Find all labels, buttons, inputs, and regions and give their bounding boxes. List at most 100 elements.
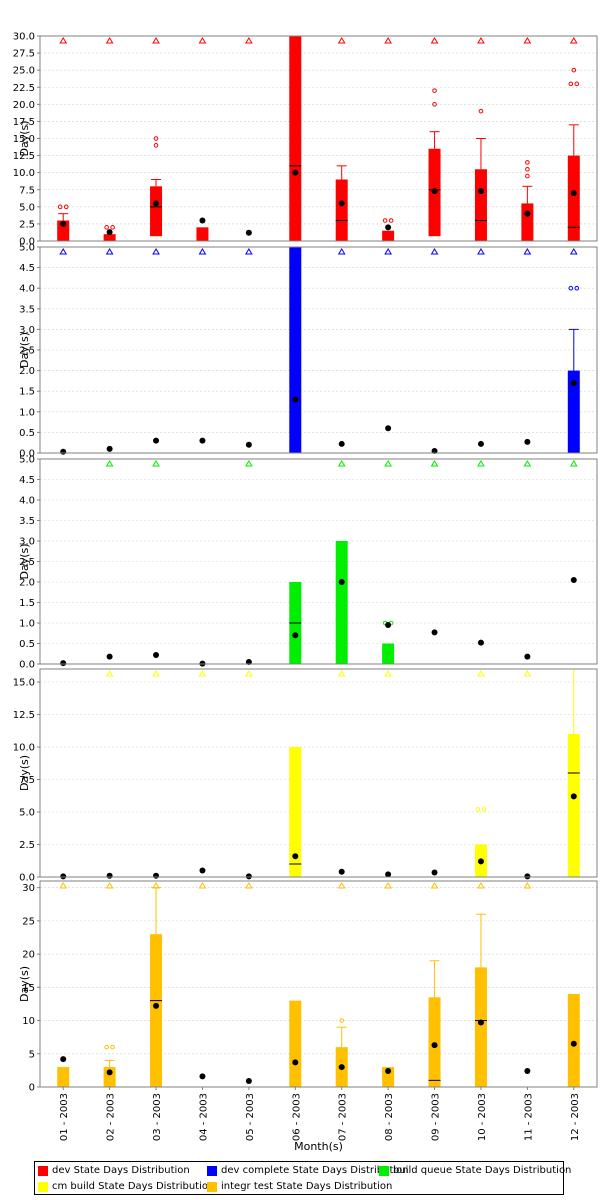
outlier-point (153, 136, 159, 141)
mean-point (570, 793, 577, 800)
y-tick-label: 20.0 (13, 100, 35, 111)
y-tick-label: 0.5 (19, 428, 35, 439)
x-tick-label: 08 - 2003 (384, 1093, 395, 1141)
mean-point (477, 639, 484, 646)
far-out-marker (59, 248, 68, 255)
far-out-marker (477, 37, 485, 44)
legend-swatch-build-queue (379, 1165, 389, 1176)
mean-point (199, 1073, 206, 1080)
outlier-point (478, 108, 484, 114)
mean-point (292, 853, 299, 860)
box-rect (289, 1000, 302, 1087)
mean-point (338, 579, 345, 585)
x-tick-label: 06 - 2003 (291, 1093, 302, 1141)
outlier-point (110, 225, 115, 230)
legend-label-cm-build: cm build State Days Distribution (52, 1181, 215, 1192)
mean-point (477, 858, 484, 865)
outlier-point (432, 88, 437, 93)
mean-point (431, 1042, 438, 1049)
far-out-marker (337, 670, 346, 677)
legend-item-dev: dev State Days Distribution (38, 1165, 190, 1176)
y-tick-label: 10.0 (13, 168, 35, 179)
mean-point (431, 629, 438, 636)
far-out-marker (477, 460, 485, 467)
y-tick-label: 1.5 (19, 387, 35, 398)
mean-point (153, 1002, 160, 1009)
far-out-marker (105, 248, 114, 255)
x-tick-label: 09 - 2003 (431, 1093, 442, 1141)
y-axis-label: Day(s) (18, 120, 31, 156)
mean-point (431, 188, 438, 195)
far-out-marker (244, 882, 253, 889)
y-axis-label: Day(s) (18, 755, 31, 791)
outlier-point (481, 807, 487, 812)
mean-point (524, 1068, 531, 1075)
far-out-marker (198, 882, 207, 889)
far-out-marker (523, 670, 532, 677)
y-tick-label: 15 (22, 983, 35, 994)
far-out-marker (430, 460, 439, 467)
far-out-marker (105, 37, 114, 44)
mean-point (292, 396, 299, 403)
mean-point (153, 437, 160, 444)
far-out-marker (523, 37, 532, 44)
far-out-marker (337, 882, 346, 889)
mean-point (106, 229, 113, 236)
legend-label-dev: dev State Days Distribution (52, 1165, 190, 1176)
y-tick-label: 3.0 (19, 325, 35, 336)
legend-swatch-cm-build (38, 1181, 48, 1192)
x-tick-label: 07 - 2003 (338, 1093, 349, 1141)
far-out-marker (384, 670, 393, 677)
mean-point (431, 869, 438, 876)
mean-point (570, 190, 577, 197)
legend-item-build-queue: build queue State Days Distribution (379, 1165, 571, 1176)
box-rect (150, 186, 163, 237)
plot-area (40, 881, 597, 1087)
outlier-point (57, 204, 63, 210)
y-tick-label: 4.5 (19, 263, 35, 274)
box-rect (335, 541, 348, 664)
y-tick-label: 1.0 (19, 619, 35, 630)
y-axis-label: Day(s) (18, 543, 31, 579)
far-out-marker (244, 670, 253, 677)
mean-point (431, 447, 438, 454)
box-rect (57, 220, 70, 241)
mean-point (338, 440, 345, 447)
y-tick-label: 30.0 (13, 32, 35, 43)
box-rect (474, 967, 487, 1087)
mean-point (60, 660, 67, 667)
mean-point (570, 1040, 577, 1047)
mean-point (106, 1069, 113, 1076)
y-tick-label: 12.5 (13, 710, 35, 721)
outlier-point (104, 225, 109, 230)
box-rect (289, 247, 302, 453)
outlier-point (525, 166, 530, 172)
outlier-point (382, 218, 388, 223)
outlier-point (568, 81, 574, 87)
legend-swatch-integr-test (207, 1181, 217, 1192)
box-rect (474, 169, 487, 241)
mean-point (338, 1064, 345, 1071)
box-rect (382, 230, 395, 241)
y-tick-label: 27.5 (13, 49, 35, 60)
far-out-marker (477, 670, 485, 677)
box-rect (567, 370, 580, 453)
x-tick-label: 03 - 2003 (152, 1093, 163, 1141)
outlier-point (574, 81, 580, 87)
y-tick-label: 22.5 (13, 83, 35, 94)
y-tick-label: 17.5 (13, 117, 35, 128)
y-tick-label: 2.5 (19, 346, 35, 357)
y-axis-label: Day(s) (18, 966, 31, 1002)
mean-point (385, 622, 392, 629)
y-tick-label: 2.5 (19, 557, 35, 568)
mean-point (385, 224, 392, 231)
mean-point (292, 632, 299, 639)
y-tick-label: 1.0 (19, 407, 35, 418)
mean-point (199, 437, 206, 444)
far-out-marker (569, 248, 578, 255)
y-tick-label: 25 (22, 916, 35, 927)
y-tick-label: 15.0 (13, 134, 35, 145)
legend-label-build-queue: build queue State Days Distribution (393, 1165, 572, 1176)
legend-item-cm-build: cm build State Days Distribution (38, 1181, 214, 1192)
y-tick-label: 10 (22, 1016, 35, 1027)
